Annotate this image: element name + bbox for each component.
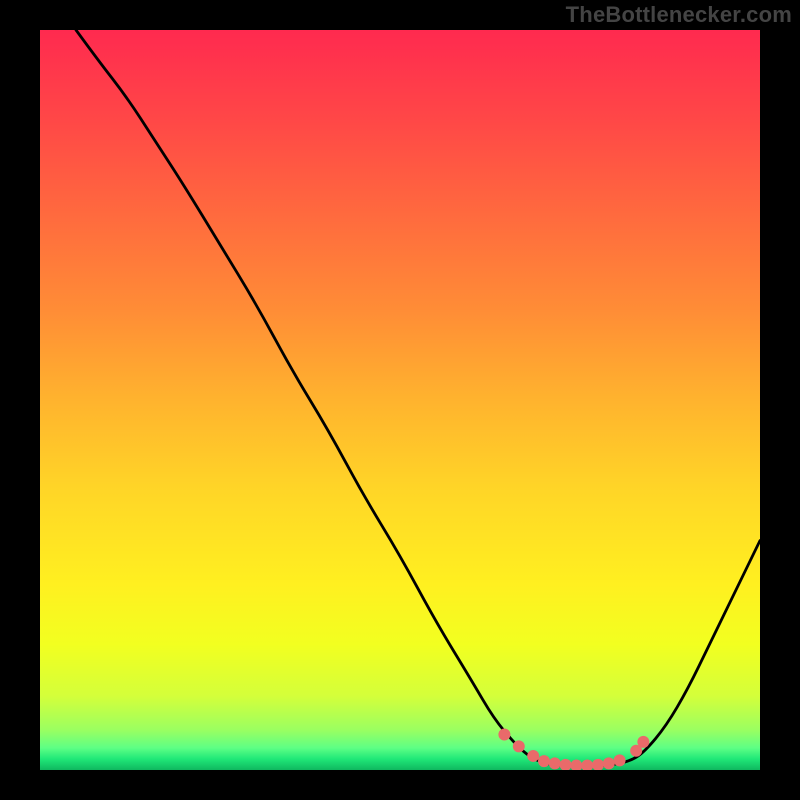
marker-point bbox=[538, 755, 550, 767]
chart-root: TheBottlenecker.com bbox=[0, 0, 800, 800]
marker-point bbox=[614, 754, 626, 766]
marker-point bbox=[637, 736, 649, 748]
marker-point bbox=[549, 757, 561, 769]
gradient-background bbox=[40, 30, 760, 770]
marker-point bbox=[498, 728, 510, 740]
marker-point bbox=[603, 757, 615, 769]
watermark-text: TheBottlenecker.com bbox=[566, 2, 792, 28]
plot-area bbox=[40, 30, 760, 770]
chart-svg bbox=[40, 30, 760, 770]
marker-point bbox=[527, 750, 539, 762]
marker-point bbox=[513, 740, 525, 752]
